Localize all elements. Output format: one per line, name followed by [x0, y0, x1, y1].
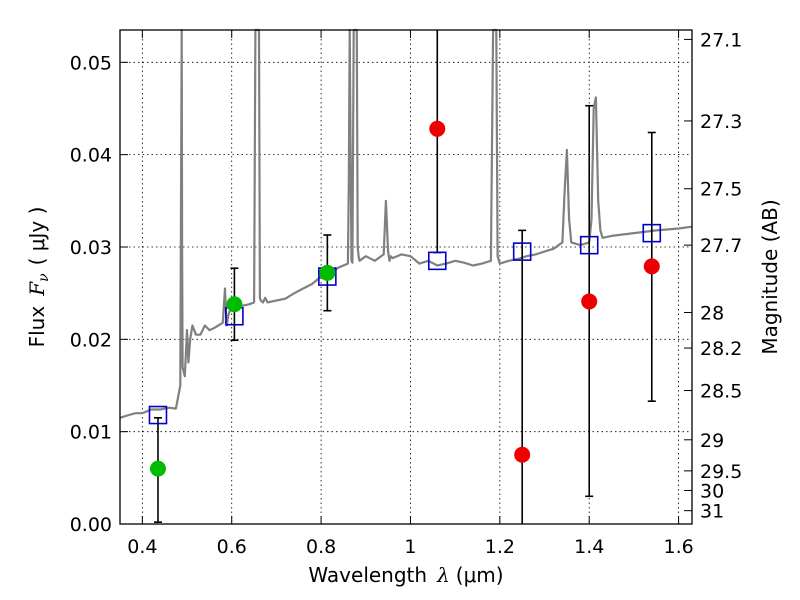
- spectrum-layer: [119, 28, 693, 419]
- mag-tick-label: 27.5: [700, 179, 742, 201]
- x-tick-label: 1.2: [485, 536, 515, 558]
- model-square-point: [642, 223, 662, 243]
- y-axis-subscript: ν: [36, 273, 52, 282]
- mag-tick-label: 27.1: [700, 29, 742, 51]
- x-tick-label: 0.4: [127, 536, 157, 558]
- detection-point: [149, 460, 166, 477]
- spectrum-line: [119, 28, 693, 419]
- mag-tick-label: 31: [700, 501, 724, 523]
- y-tick-label: 0.05: [70, 52, 112, 74]
- mag-tick-label: 30: [700, 480, 724, 502]
- y-tick-label: 0.02: [70, 329, 112, 351]
- x-tick-label: 1.6: [663, 536, 693, 558]
- tick-layer: 0.4 0.6 0.8 1 1.2 1.4 1.6 0.00 0.01 0.02 0.03 0.04 0…: [70, 29, 743, 558]
- mag-tick-label: 29.5: [700, 461, 742, 483]
- x-tick-label: 0.6: [217, 536, 247, 558]
- plot-background: [120, 30, 692, 524]
- model-square-point: [579, 235, 599, 255]
- y-tick-label: 0.04: [70, 145, 112, 167]
- y2-axis-label: Magnitude (AB): [758, 199, 782, 354]
- x-axis-label: Wavelength λ (μm): [308, 563, 503, 587]
- upper-limit-point: [643, 258, 660, 275]
- x-axis-symbol: λ: [436, 563, 450, 587]
- model-square-point: [427, 251, 447, 271]
- mag-tick-label: 27.3: [700, 111, 742, 133]
- x-tick-label: 1.4: [574, 536, 604, 558]
- x-tick-label: 1: [404, 536, 416, 558]
- y-axis-label: Flux Fν ( μJy ): [25, 207, 52, 348]
- plot-frame: [119, 29, 693, 525]
- mag-tick-label: 28: [700, 302, 724, 324]
- model-square-point: [512, 242, 532, 261]
- detection-point: [319, 264, 336, 281]
- mag-tick-label: 27.7: [700, 235, 742, 257]
- model-square-point: [148, 405, 168, 425]
- x-axis-unit: (μm): [456, 563, 504, 587]
- upper-limit-point: [514, 446, 531, 463]
- detection-point: [226, 296, 243, 313]
- y-tick-label: 0.00: [70, 514, 112, 536]
- mag-tick-label: 28.2: [700, 338, 742, 360]
- y-axis-unit: ( μJy ): [25, 207, 49, 266]
- x-tick-label: 0.8: [306, 536, 336, 558]
- mag-tick-label: 29: [700, 430, 724, 452]
- marker-layer: [148, 120, 662, 477]
- upper-limit-point: [429, 120, 446, 137]
- x-axis-label-text: Wavelength: [308, 563, 427, 587]
- y-tick-label: 0.03: [70, 237, 112, 259]
- y-axis-symbol: F: [25, 281, 49, 297]
- mag-tick-label: 28.5: [700, 381, 742, 403]
- y-tick-label: 0.01: [70, 422, 112, 444]
- y-axis-label-text: Flux: [25, 306, 49, 348]
- upper-limit-point: [581, 293, 598, 310]
